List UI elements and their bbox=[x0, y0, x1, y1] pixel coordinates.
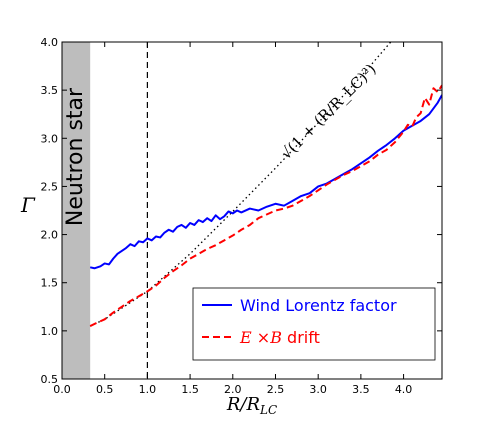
y-axis-label: Γ bbox=[20, 193, 36, 217]
y-tick-label: 4.0 bbox=[41, 36, 59, 49]
y-tick-label: 1.0 bbox=[41, 325, 59, 338]
x-tick-label: 4.0 bbox=[395, 383, 413, 396]
y-tick-label: 3.5 bbox=[41, 84, 59, 97]
x-tick-label: 3.0 bbox=[309, 383, 327, 396]
x-tick-label: 2.0 bbox=[224, 383, 242, 396]
y-tick-label: 1.5 bbox=[41, 277, 59, 290]
x-tick-label: 2.5 bbox=[267, 383, 285, 396]
neutron-star-label: Neutron star bbox=[63, 87, 88, 226]
neutron-star-band bbox=[62, 42, 91, 379]
y-tick-label: 2.0 bbox=[41, 229, 59, 242]
y-tick-label: 3.0 bbox=[41, 132, 59, 145]
legend: Wind Lorentz factor E ×B drift bbox=[192, 287, 436, 361]
x-tick-label: 3.5 bbox=[352, 383, 370, 396]
x-axis-label: R/RLC bbox=[226, 394, 277, 417]
x-tick-label: 1.5 bbox=[181, 383, 199, 396]
series-line-0 bbox=[89, 94, 442, 270]
x-tick-label: 0.0 bbox=[53, 383, 71, 396]
legend-label-drift: E ×B drift bbox=[239, 328, 320, 347]
x-tick-label: 1.0 bbox=[139, 383, 157, 396]
plot-frame bbox=[61, 41, 443, 380]
y-tick-label: 2.5 bbox=[41, 180, 59, 193]
x-tick-label: 0.5 bbox=[96, 383, 114, 396]
legend-label-wind: Wind Lorentz factor bbox=[240, 296, 397, 315]
legend-box bbox=[192, 287, 436, 361]
y-tick-label: 0.5 bbox=[41, 373, 59, 386]
